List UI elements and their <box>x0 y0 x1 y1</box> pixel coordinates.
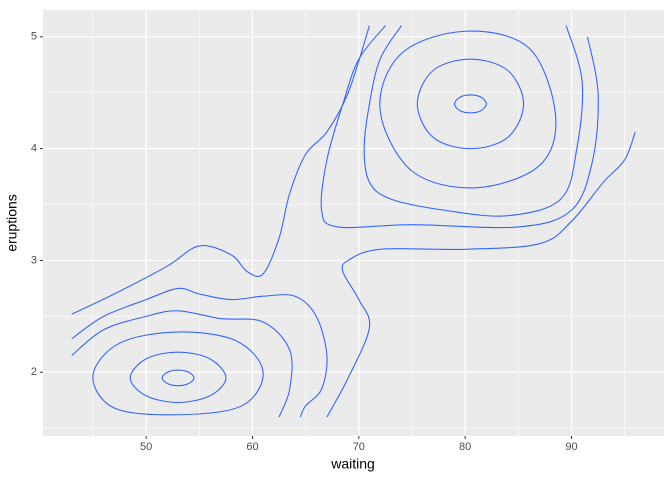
y-tick-label: 3 <box>31 254 37 266</box>
contour-line <box>71 310 293 418</box>
contour-line <box>363 25 584 217</box>
contour-line <box>129 351 227 404</box>
contour-line <box>416 58 525 150</box>
x-axis-title: waiting <box>330 456 375 472</box>
contour-line <box>453 94 487 114</box>
x-tick-label: 80 <box>459 441 471 453</box>
contour-line <box>71 287 328 418</box>
contour-line <box>379 30 557 189</box>
axes: 50 60 70 80 90 2 3 4 5 <box>31 31 578 453</box>
contour-line <box>326 131 636 418</box>
contours <box>71 25 636 418</box>
contour-line <box>161 369 195 387</box>
y-tick-label: 5 <box>31 31 37 43</box>
contour-line <box>320 25 599 229</box>
x-tick-label: 70 <box>353 441 365 453</box>
y-tick-label: 2 <box>31 366 37 378</box>
y-tick-label: 4 <box>31 143 37 155</box>
x-tick-label: 60 <box>246 441 258 453</box>
x-tick-label: 90 <box>565 441 577 453</box>
contour-line <box>92 331 264 416</box>
contour-line <box>71 25 370 315</box>
x-tick-label: 50 <box>140 441 152 453</box>
y-axis-title: eruptions <box>4 194 20 252</box>
